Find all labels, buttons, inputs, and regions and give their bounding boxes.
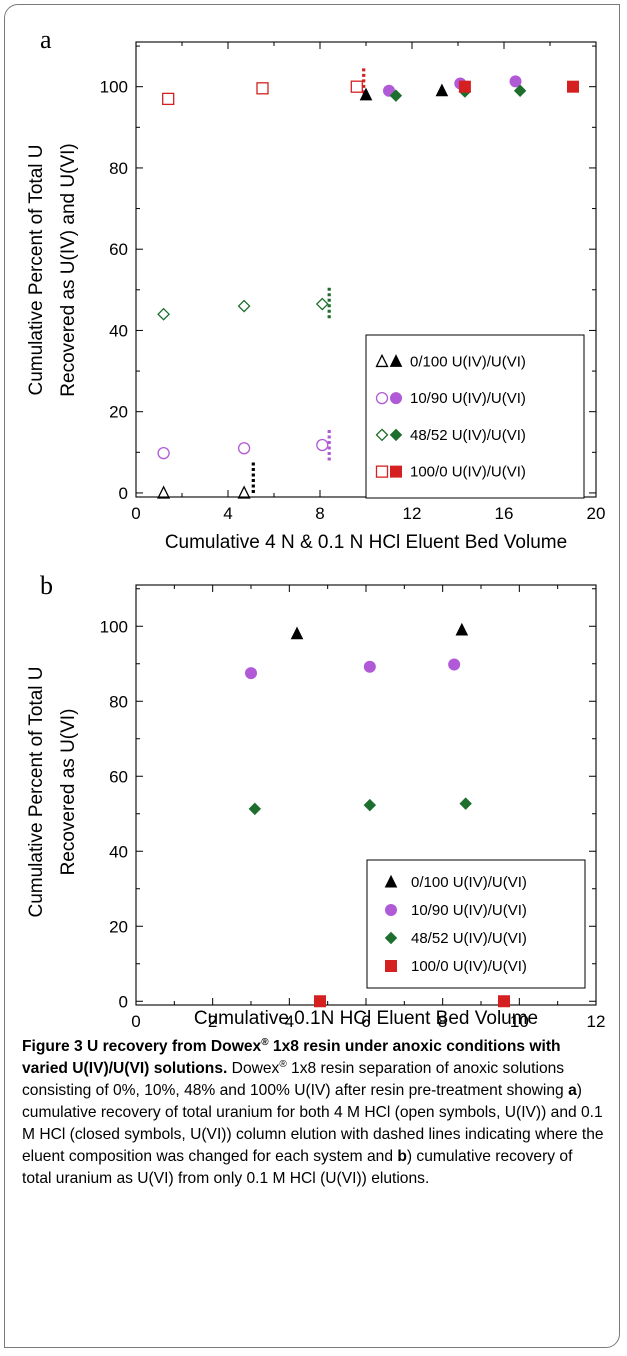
legend-marker-open [375,391,389,405]
x-tick-label: 2 [208,1012,217,1030]
legend-marker-closed [390,392,402,405]
data-point-closed [567,80,579,93]
data-point-closed [435,83,449,97]
chart-panel-b: b 0 2 4 6 8 10 12 0 20 40 60 80 100 Cumulative 0.1N HC… [26,571,605,1030]
y-tick-label: 20 [109,403,128,422]
legend-marker-closed [384,874,398,888]
chart-panel-a: a 0 4 8 12 16 20 0 20 40 60 80 100 Cumulative 4 N & 0… [26,25,605,553]
data-point-closed [459,797,472,810]
y-tick-label: 20 [109,917,128,936]
y-axis-label-line2: Recovered as U(VI) [58,709,79,876]
data-point-closed [448,658,461,671]
y-tick-label: 60 [109,240,128,259]
data-point-closed [455,622,469,636]
data-point-open [316,438,329,452]
legend-entry: 100/0 U(IV)/U(VI) [410,464,526,481]
data-point-closed [245,667,257,680]
legend-box [365,334,585,499]
caption-ref-b: b [397,1148,407,1165]
x-tick-label: 10 [510,1012,529,1030]
x-tick-label: 0 [131,1012,140,1030]
data-point-closed [383,84,395,97]
legend-box [366,859,586,989]
y-tick-label: 80 [109,159,128,178]
data-point-open [157,446,170,460]
y-tick-label: 100 [100,78,128,97]
data-point-closed [513,84,527,97]
panel-letter: a [40,25,52,54]
y-tick-label: 60 [109,767,128,786]
legend-entry: 48/52 U(IV)/U(VI) [410,427,526,444]
data-point-closed [498,995,510,1008]
x-tick-label: 12 [403,504,422,523]
data-point-open [237,485,251,499]
caption-text-4: ) cumulative recovery of total uranium a… [22,1148,573,1187]
data-point-open [157,485,171,499]
legend-marker-closed [385,960,397,972]
legend-marker-closed [385,904,397,916]
caption-title: Figure 3 U recovery from Dowex® 1x8 resi… [22,1036,561,1077]
y-axis-label-line1: Cumulative Percent of Total U [26,667,47,918]
caption-text-2: 1x8 resin separation of anoxic solutions… [22,1060,569,1099]
figure-caption: Figure 3 U recovery from Dowex® 1x8 resi… [22,1036,604,1187]
legend-entry: 10/90 U(IV)/U(VI) [411,902,527,919]
data-point-closed [389,89,403,102]
x-axis-label: Cumulative 0.1N HCl Eluent Bed Volume [194,1008,538,1029]
x-tick-label: 0 [131,504,140,523]
data-point-open [162,92,175,106]
legend: 0/100 U(IV)/U(VI) 10/90 U(IV)/U(VI) 48/52 … [365,334,585,499]
figure-frame [4,4,620,1348]
data-point-open [157,307,171,321]
y-tick-label: 40 [109,321,128,340]
x-tick-label: 4 [285,1012,294,1030]
x-tick-label: 16 [495,504,514,523]
legend-entry: 0/100 U(IV)/U(VI) [411,874,527,891]
data-point-open [237,299,251,313]
data-point-closed [290,626,304,640]
legend-marker-closed [384,931,398,945]
panel-letter: b [40,571,53,600]
x-axis-label: Cumulative 4 N & 0.1 N HCl Eluent Bed Vo… [165,532,567,553]
y-tick-label: 80 [109,692,128,711]
data-point-open [237,442,251,455]
legend-entry: 0/100 U(IV)/U(VI) [410,353,526,370]
y-tick-label: 40 [109,842,128,861]
data-point-closed [248,802,262,816]
y-tick-label: 100 [100,617,128,636]
caption-text-1: Dowex [227,1060,280,1077]
data-point-closed [363,660,376,673]
data-point-closed [359,87,373,101]
data-point-closed [509,75,522,88]
legend-marker-closed [389,428,403,442]
data-point-open [315,297,329,311]
caption-ref-a: a [568,1082,577,1099]
data-point-closed [458,80,471,93]
legend: 0/100 U(IV)/U(VI) 10/90 U(IV)/U(VI) 48/52 … [366,859,586,989]
legend-marker-open [375,353,389,368]
data-point-closed [314,995,326,1008]
legend-entry: 100/0 U(IV)/U(VI) [411,958,527,975]
legend-entry: 10/90 U(IV)/U(VI) [410,390,526,407]
y-axis-label-line1: Cumulative Percent of Total U [26,145,47,396]
legend-entry: 48/52 U(IV)/U(VI) [411,930,527,947]
data-point-open [350,80,363,93]
x-tick-label: 12 [587,1012,606,1030]
y-tick-label: 0 [119,992,128,1011]
x-tick-label: 4 [223,504,232,523]
x-tick-label: 8 [315,504,324,523]
y-axis-label-line2: Recovered as U(IV) and U(VI) [58,143,79,396]
x-tick-label: 8 [438,1012,447,1030]
x-tick-label: 20 [587,504,606,523]
caption-text-3: ) cumulative recovery of total uranium f… [22,1082,604,1165]
x-tick-label: 6 [361,1012,370,1030]
data-point-open [256,82,269,95]
legend-marker-closed [389,354,403,367]
legend-marker-closed [390,465,402,478]
legend-marker-open [375,465,389,478]
legend-marker-open [375,428,389,442]
y-tick-label: 0 [119,484,128,503]
data-point-closed [363,798,377,812]
